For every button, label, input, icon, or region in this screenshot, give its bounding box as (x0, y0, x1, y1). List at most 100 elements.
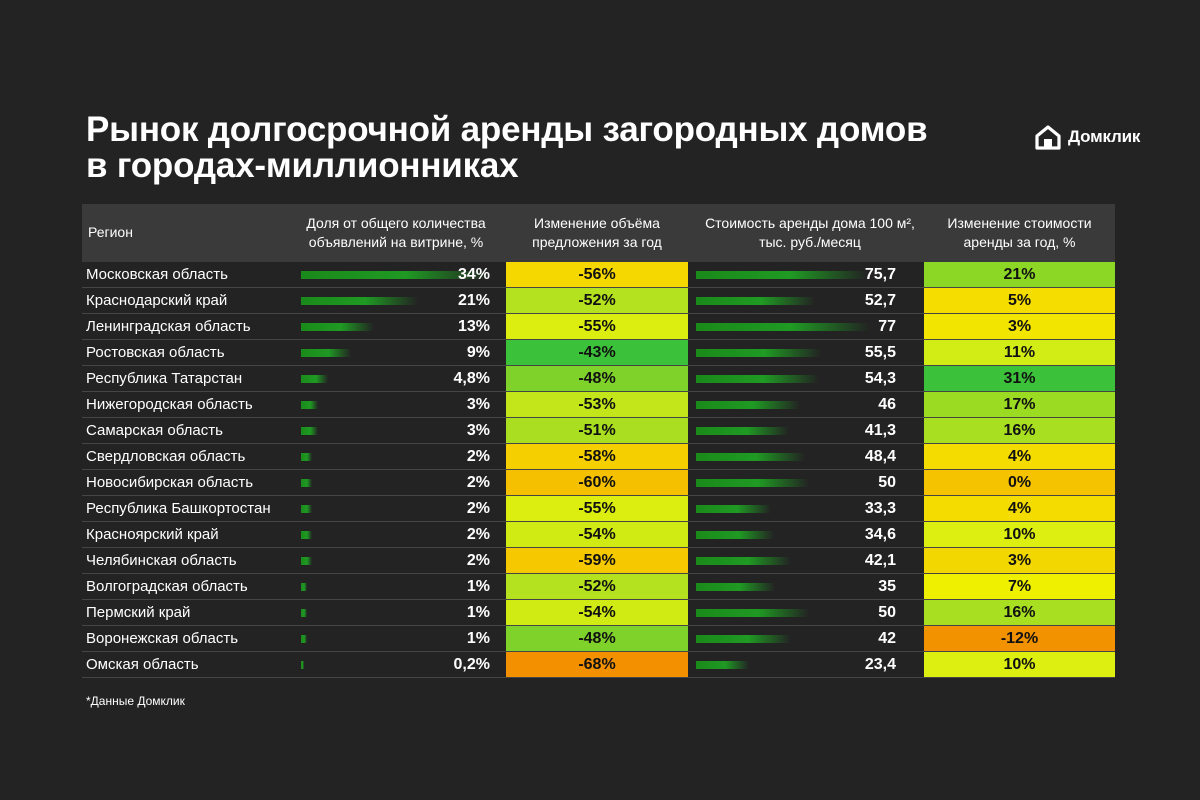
volume-change-cell: -55% (506, 314, 688, 339)
price-bar-track (696, 401, 896, 409)
volume-change-cell: -52% (506, 574, 688, 599)
price-bar-track (696, 635, 896, 643)
price-value: 42 (878, 630, 896, 647)
price-change-cell: 3% (924, 314, 1115, 339)
page-title: Рынок долгосрочной аренды загородных дом… (86, 112, 928, 185)
header-volume-change: Изменение объёма предложения за год (532, 215, 662, 250)
table-row: Волгоградская область 1% -52% 35 7% (82, 574, 1115, 600)
price-change-cell: 17% (924, 392, 1115, 417)
share-value: 2% (466, 448, 490, 465)
share-bar (301, 479, 313, 487)
price-value: 41,3 (864, 422, 896, 439)
share-value: 21% (457, 292, 490, 309)
region-cell: Волгоградская область (86, 578, 248, 595)
volume-change-cell: -48% (506, 626, 688, 651)
volume-change-cell: -58% (506, 444, 688, 469)
price-bar-track (696, 297, 896, 305)
price-bar (696, 401, 800, 409)
share-value: 2% (466, 526, 490, 543)
price-value: 77 (878, 318, 896, 335)
share-value: 2% (466, 474, 490, 491)
price-change-cell: 21% (924, 262, 1115, 287)
share-value: 3% (466, 396, 490, 413)
price-bar (696, 323, 870, 331)
table-row: Московская область 34% -56% 75,7 21% (82, 262, 1115, 288)
volume-change-cell: -56% (506, 262, 688, 287)
title-line-2: в городах-миллионниках (86, 146, 519, 185)
price-change-cell: 16% (924, 418, 1115, 443)
table-row: Новосибирская область 2% -60% 50 0% (82, 470, 1115, 496)
share-bar-track (301, 531, 491, 539)
share-bar-track (301, 401, 491, 409)
price-bar (696, 557, 792, 565)
header-price-change: Изменение стоимости аренды за год, % (947, 215, 1092, 250)
price-change-cell: 16% (924, 600, 1115, 625)
share-bar (301, 271, 491, 279)
price-bar (696, 505, 772, 513)
price-value: 50 (878, 604, 896, 621)
header-price: Стоимость аренды дома 100 м², тыс. руб./… (705, 215, 915, 250)
share-bar (301, 583, 307, 591)
share-bar (301, 531, 313, 539)
share-bar-track (301, 453, 491, 461)
share-bar (301, 453, 313, 461)
volume-change-cell: -59% (506, 548, 688, 573)
region-cell: Ростовская область (86, 344, 225, 361)
price-change-cell: 7% (924, 574, 1115, 599)
share-value: 2% (466, 500, 490, 517)
share-bar (301, 635, 307, 643)
table-row: Воронежская область 1% -48% 42 -12% (82, 626, 1115, 652)
price-value: 55,5 (864, 344, 896, 361)
price-bar (696, 479, 809, 487)
table-row: Ленинградская область 13% -55% 77 3% (82, 314, 1115, 340)
price-change-cell: 11% (924, 340, 1115, 365)
price-value: 48,4 (864, 448, 896, 465)
price-value: 75,7 (864, 266, 896, 283)
price-bar-track (696, 505, 896, 513)
price-value: 34,6 (864, 526, 896, 543)
table-header: Регион Доля от общего количества объявле… (82, 204, 1115, 262)
table-row: Омская область 0,2% -68% 23,4 10% (82, 652, 1115, 678)
price-bar (696, 375, 819, 383)
price-bar-track (696, 323, 896, 331)
share-value: 4,8% (453, 370, 490, 387)
price-change-cell: 10% (924, 652, 1115, 677)
price-bar (696, 297, 816, 305)
share-bar (301, 401, 318, 409)
region-cell: Новосибирская область (86, 474, 254, 491)
share-bar (301, 375, 328, 383)
table-row: Свердловская область 2% -58% 48,4 4% (82, 444, 1115, 470)
header-region: Регион (88, 224, 133, 240)
price-value: 46 (878, 396, 896, 413)
region-cell: Ленинградская область (86, 318, 251, 335)
share-bar (301, 505, 313, 513)
share-bar-track (301, 271, 491, 279)
region-cell: Республика Башкортостан (86, 500, 271, 517)
price-change-cell: 31% (924, 366, 1115, 391)
price-bar (696, 661, 749, 669)
volume-change-cell: -43% (506, 340, 688, 365)
brand-logo: Домклик (1034, 122, 1140, 152)
price-change-cell: 4% (924, 444, 1115, 469)
share-bar-track (301, 375, 491, 383)
share-value: 3% (466, 422, 490, 439)
share-bar-track (301, 635, 491, 643)
table-row: Пермский край 1% -54% 50 16% (82, 600, 1115, 626)
share-bar-track (301, 479, 491, 487)
brand-name: Домклик (1068, 127, 1141, 146)
region-cell: Челябинская область (86, 552, 237, 569)
region-cell: Московская область (86, 266, 228, 283)
price-bar (696, 349, 822, 357)
region-cell: Республика Татарстан (86, 370, 243, 387)
region-cell: Самарская область (86, 422, 223, 439)
share-bar-track (301, 297, 491, 305)
share-value: 0,2% (453, 656, 490, 673)
volume-change-cell: -52% (506, 288, 688, 313)
price-bar-track (696, 349, 896, 357)
price-bar-track (696, 557, 896, 565)
header-share: Доля от общего количества объявлений на … (306, 215, 486, 250)
price-change-cell: 0% (924, 470, 1115, 495)
table-row: Нижегородская область 3% -53% 46 17% (82, 392, 1115, 418)
share-bar-track (301, 661, 491, 669)
price-change-cell: 3% (924, 548, 1115, 573)
